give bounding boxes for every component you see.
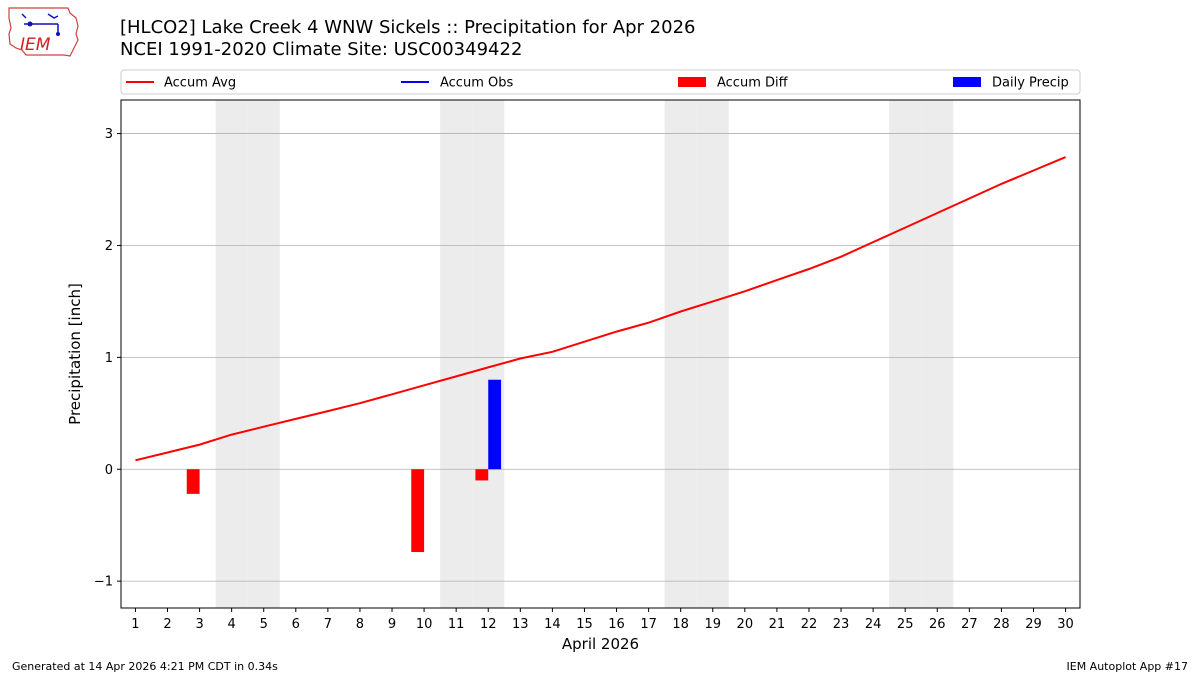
x-tick-label-20: 20 (737, 617, 754, 632)
legend-box (120, 69, 1081, 95)
x-tick-label-18: 18 (672, 617, 689, 632)
weekend-band-4 (215, 100, 248, 608)
x-tick-label-24: 24 (865, 617, 882, 632)
weekend-band-18 (664, 100, 697, 608)
x-tick-label-17: 17 (640, 617, 657, 632)
weekend-band-5 (247, 100, 280, 608)
y-tick-label-3: 2 (105, 239, 113, 254)
x-tick-label-22: 22 (801, 617, 818, 632)
accum-avg-line (135, 156, 1066, 462)
grid-lines (121, 133, 1080, 582)
x-tick-label-29: 29 (1025, 617, 1042, 632)
x-tick-label-8: 8 (356, 617, 364, 632)
weekend-band-12 (472, 100, 505, 608)
y-tick-label-2: 1 (105, 351, 113, 366)
accum-diff-bar-10 (411, 469, 425, 553)
x-tick-label-1: 1 (131, 617, 139, 632)
iowa-outline-icon (8, 7, 79, 57)
bars (186, 379, 502, 553)
accum-lines (135, 156, 1066, 462)
x-tick-label-5: 5 (260, 617, 268, 632)
x-tick-label-14: 14 (544, 617, 561, 632)
plot-frame (120, 99, 1081, 609)
generated-timestamp: Generated at 14 Apr 2026 4:21 PM CDT in … (12, 660, 278, 673)
x-tick-label-25: 25 (897, 617, 914, 632)
x-tick-label-12: 12 (480, 617, 497, 632)
y-tick-label-4: 3 (105, 127, 113, 142)
x-tick-label-3: 3 (195, 617, 203, 632)
accum-diff-bar-12 (475, 469, 489, 481)
x-tick-label-23: 23 (833, 617, 850, 632)
legend: Accum Avg Accum Obs Accum Diff Daily Precip (120, 69, 1081, 95)
x-tick-label-26: 26 (929, 617, 946, 632)
x-tick-label-10: 10 (416, 617, 433, 632)
weekend-band-25 (889, 100, 922, 608)
chart-subtitle: NCEI 1991-2020 Climate Site: USC00349422 (120, 39, 523, 60)
legend-label-accum-diff: Accum Diff (717, 76, 789, 91)
weekend-band-19 (696, 100, 729, 608)
legend-swatch-accum-diff (678, 77, 706, 87)
x-tick-label-15: 15 (576, 617, 593, 632)
x-tick-label-4: 4 (228, 617, 236, 632)
x-tick-label-21: 21 (769, 617, 786, 632)
x-tick-label-6: 6 (292, 617, 300, 632)
legend-label-accum-obs: Accum Obs (440, 76, 513, 91)
legend-label-daily-precip: Daily Precip (992, 76, 1069, 91)
chart-title: [HLCO2] Lake Creek 4 WNW Sickels :: Prec… (120, 17, 696, 38)
weekend-band-26 (921, 100, 954, 608)
iem-logo: IEM (8, 7, 79, 57)
y-tick-label-1: 0 (105, 463, 113, 478)
weekend-band-11 (440, 100, 473, 608)
daily-precip-bar-12 (488, 379, 502, 470)
x-tick-label-2: 2 (163, 617, 171, 632)
x-tick-label-19: 19 (704, 617, 721, 632)
x-tick-label-28: 28 (993, 617, 1010, 632)
x-tick-label-30: 30 (1057, 617, 1074, 632)
y-tick-label-0: −1 (94, 575, 113, 590)
x-tick-label-11: 11 (448, 617, 465, 632)
weekend-bands (215, 100, 954, 608)
x-tick-label-13: 13 (512, 617, 529, 632)
x-axis-label: April 2026 (562, 635, 639, 653)
legend-swatch-daily-precip (953, 77, 981, 87)
x-tick-label-16: 16 (608, 617, 625, 632)
y-axis-label: Precipitation [inch] (66, 283, 84, 425)
x-axis: 1 2 3 4 5 6 7 8 9 10 11 12 13 14 15 16 17 18 19 20 21 22 23 24 2… (131, 608, 1074, 632)
accum-diff-bar-3 (186, 469, 200, 494)
logo-text: IEM (20, 35, 51, 55)
y-axis: −1 0 1 2 3 (94, 127, 121, 590)
x-tick-label-27: 27 (961, 617, 978, 632)
x-tick-label-9: 9 (388, 617, 396, 632)
x-tick-label-7: 7 (324, 617, 332, 632)
app-id-label: IEM Autoplot App #17 (1066, 660, 1189, 673)
legend-label-accum-avg: Accum Avg (164, 76, 236, 91)
